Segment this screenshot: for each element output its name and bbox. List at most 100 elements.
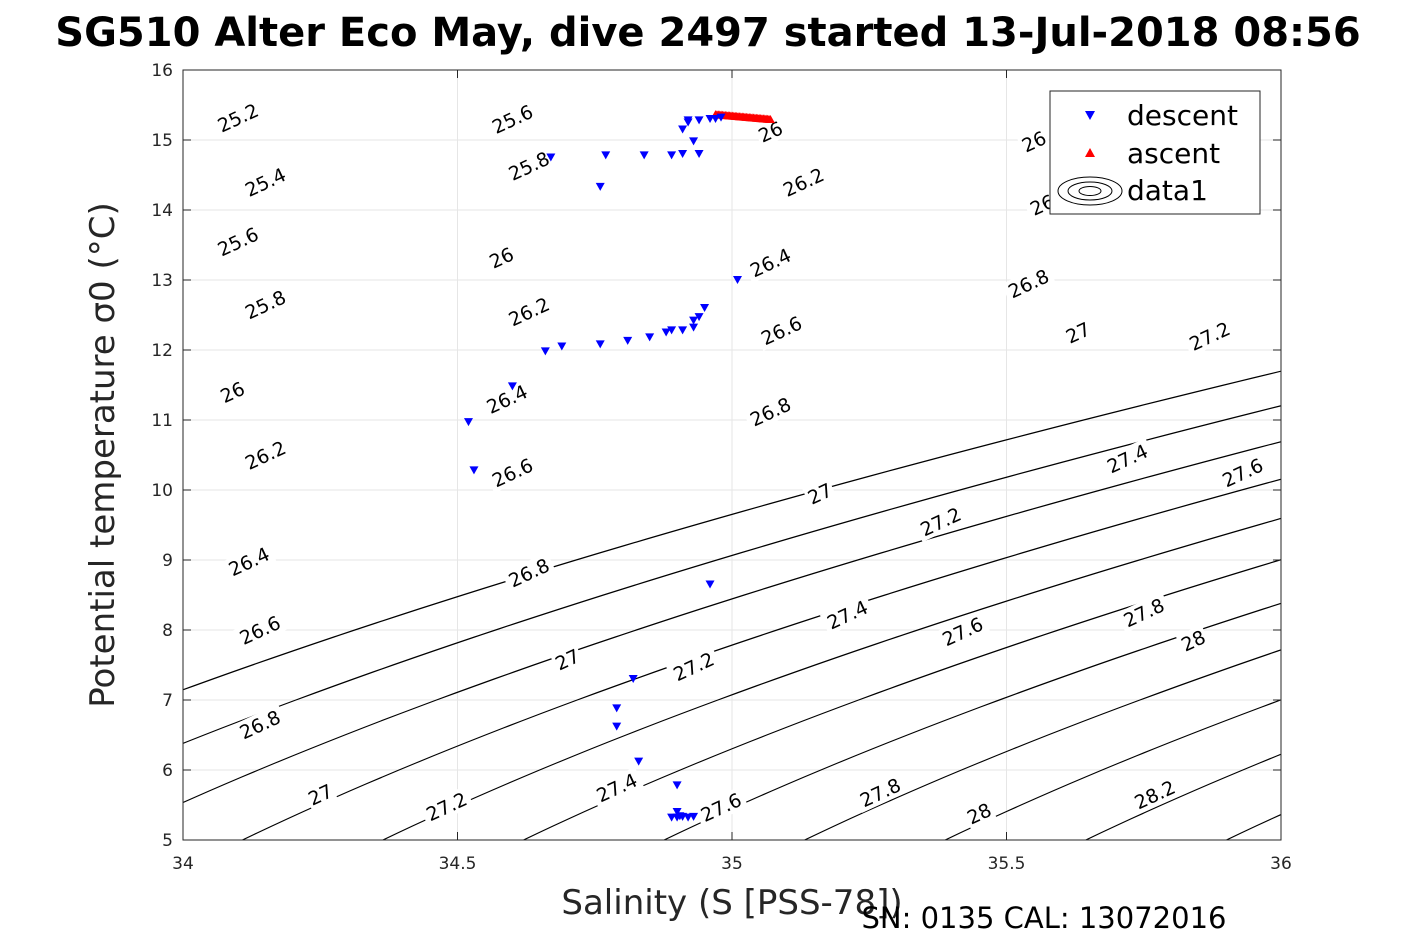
contour-label-bg	[1016, 125, 1052, 158]
descent-point	[623, 336, 633, 345]
chart-title: SG510 Alter Eco May, dive 2497 started 1…	[55, 10, 1360, 56]
legend-contour-icon	[1057, 176, 1123, 206]
y-tick-label: 16	[151, 61, 173, 81]
footer-serial: SN: 0135 CAL: 13072016	[862, 901, 1227, 935]
contour-label-bg	[210, 97, 266, 139]
contour-label-bg	[232, 609, 288, 651]
descent-point	[595, 182, 605, 191]
contour-label-bg	[1182, 315, 1237, 357]
y-tick-label: 13	[151, 271, 173, 291]
contour-line	[804, 649, 1281, 840]
descent-point	[689, 316, 699, 325]
descent-point	[689, 137, 699, 146]
contour-label-bg	[484, 241, 519, 274]
contour-label-bg	[589, 766, 645, 809]
contour-line	[183, 370, 1281, 691]
contour-label-bg	[501, 290, 557, 333]
descent-point	[639, 151, 649, 160]
grid-lines	[182, 69, 1282, 841]
descent-point	[678, 125, 688, 134]
contour-label-bg	[215, 376, 250, 408]
y-tick-label: 15	[151, 131, 173, 151]
contour-line	[944, 699, 1281, 840]
y-tick-label: 8	[162, 621, 173, 641]
descent-point	[694, 116, 704, 125]
contour-line	[382, 517, 1281, 840]
legend-box	[1049, 90, 1261, 215]
descent-point	[672, 808, 682, 816]
contour-label-bg	[743, 241, 798, 284]
descent-point	[694, 150, 704, 158]
contour-label-bg	[776, 161, 831, 203]
contour-label-bg	[210, 220, 266, 263]
contour-label-bg	[1060, 316, 1096, 349]
y-tick-label: 9	[162, 551, 173, 571]
contour-label-bg	[693, 786, 749, 828]
x-tick-label: 35	[721, 854, 743, 874]
descent-point	[711, 115, 721, 123]
contour-label-bg	[237, 283, 293, 326]
descent-point	[628, 675, 638, 683]
descent-point	[661, 328, 671, 337]
descent-point	[507, 382, 517, 391]
contour-label-bg	[221, 540, 277, 582]
descent-point	[700, 304, 710, 312]
contour-label-bg	[1001, 262, 1056, 305]
contour-label-bg	[302, 778, 338, 811]
contour-line	[663, 602, 1281, 840]
y-tick-label: 14	[151, 201, 173, 221]
y-tick-label: 6	[162, 761, 173, 781]
x-tick-label: 35.5	[988, 854, 1026, 874]
y-tick-label: 5	[162, 831, 173, 851]
descent-point	[612, 722, 622, 731]
contour-label-bg	[1127, 773, 1183, 816]
descent-point	[557, 342, 567, 351]
contour-line	[1367, 70, 1417, 840]
ascent-point	[765, 115, 775, 123]
legend-ascent-label: ascent	[1127, 137, 1220, 170]
legend-descent-label: descent	[1127, 99, 1238, 132]
descent-point	[683, 116, 693, 125]
contour-label-bg	[237, 161, 293, 203]
descent-point	[672, 781, 682, 790]
contour-label-bg	[743, 391, 798, 433]
contour-label-bg	[913, 500, 968, 543]
contour-label-bg	[1175, 624, 1211, 657]
y-axis-label: Potential temperature σ0 (°C)	[83, 202, 123, 708]
contour-label-bg	[1215, 451, 1270, 494]
descent-point	[612, 704, 622, 713]
descent-point	[463, 418, 473, 427]
descent-point	[705, 580, 715, 589]
axis-ticks: 34 34.5 35 35.5 36 5 6 7 8 9 10 11 12 13 14 15 16	[151, 61, 1291, 874]
contour-label: 26	[484, 241, 519, 274]
x-tick-label: 34	[172, 854, 194, 874]
contour-line	[183, 441, 1281, 804]
y-tick-label: 7	[162, 691, 173, 711]
descent-point	[546, 153, 556, 162]
contour-label-bg	[479, 378, 535, 420]
contour-label-bg	[666, 645, 721, 687]
contour-label-bg	[485, 98, 540, 140]
legend-ascent-marker-icon	[1085, 148, 1095, 157]
contour-label-bg	[419, 785, 474, 827]
descent-point	[595, 340, 605, 349]
descent-series	[463, 113, 742, 822]
descent-point	[645, 333, 655, 342]
contour-label-bg	[935, 610, 990, 652]
y-tick-label: 10	[151, 481, 173, 501]
descent-point	[601, 151, 611, 160]
descent-point	[678, 326, 688, 335]
contour-line	[242, 478, 1281, 840]
contour-label-bg	[501, 145, 557, 187]
descent-point	[667, 326, 677, 335]
contour-label-bg	[753, 115, 788, 148]
descent-point	[678, 150, 688, 158]
y-tick-label: 11	[151, 411, 173, 431]
descent-point	[540, 347, 550, 356]
descent-point	[732, 276, 742, 284]
descent-point	[675, 812, 685, 821]
x-axis-label: Salinity (S [PSS-78])	[561, 883, 902, 923]
descent-point	[634, 757, 644, 766]
legend-descent-marker-icon	[1085, 111, 1095, 120]
